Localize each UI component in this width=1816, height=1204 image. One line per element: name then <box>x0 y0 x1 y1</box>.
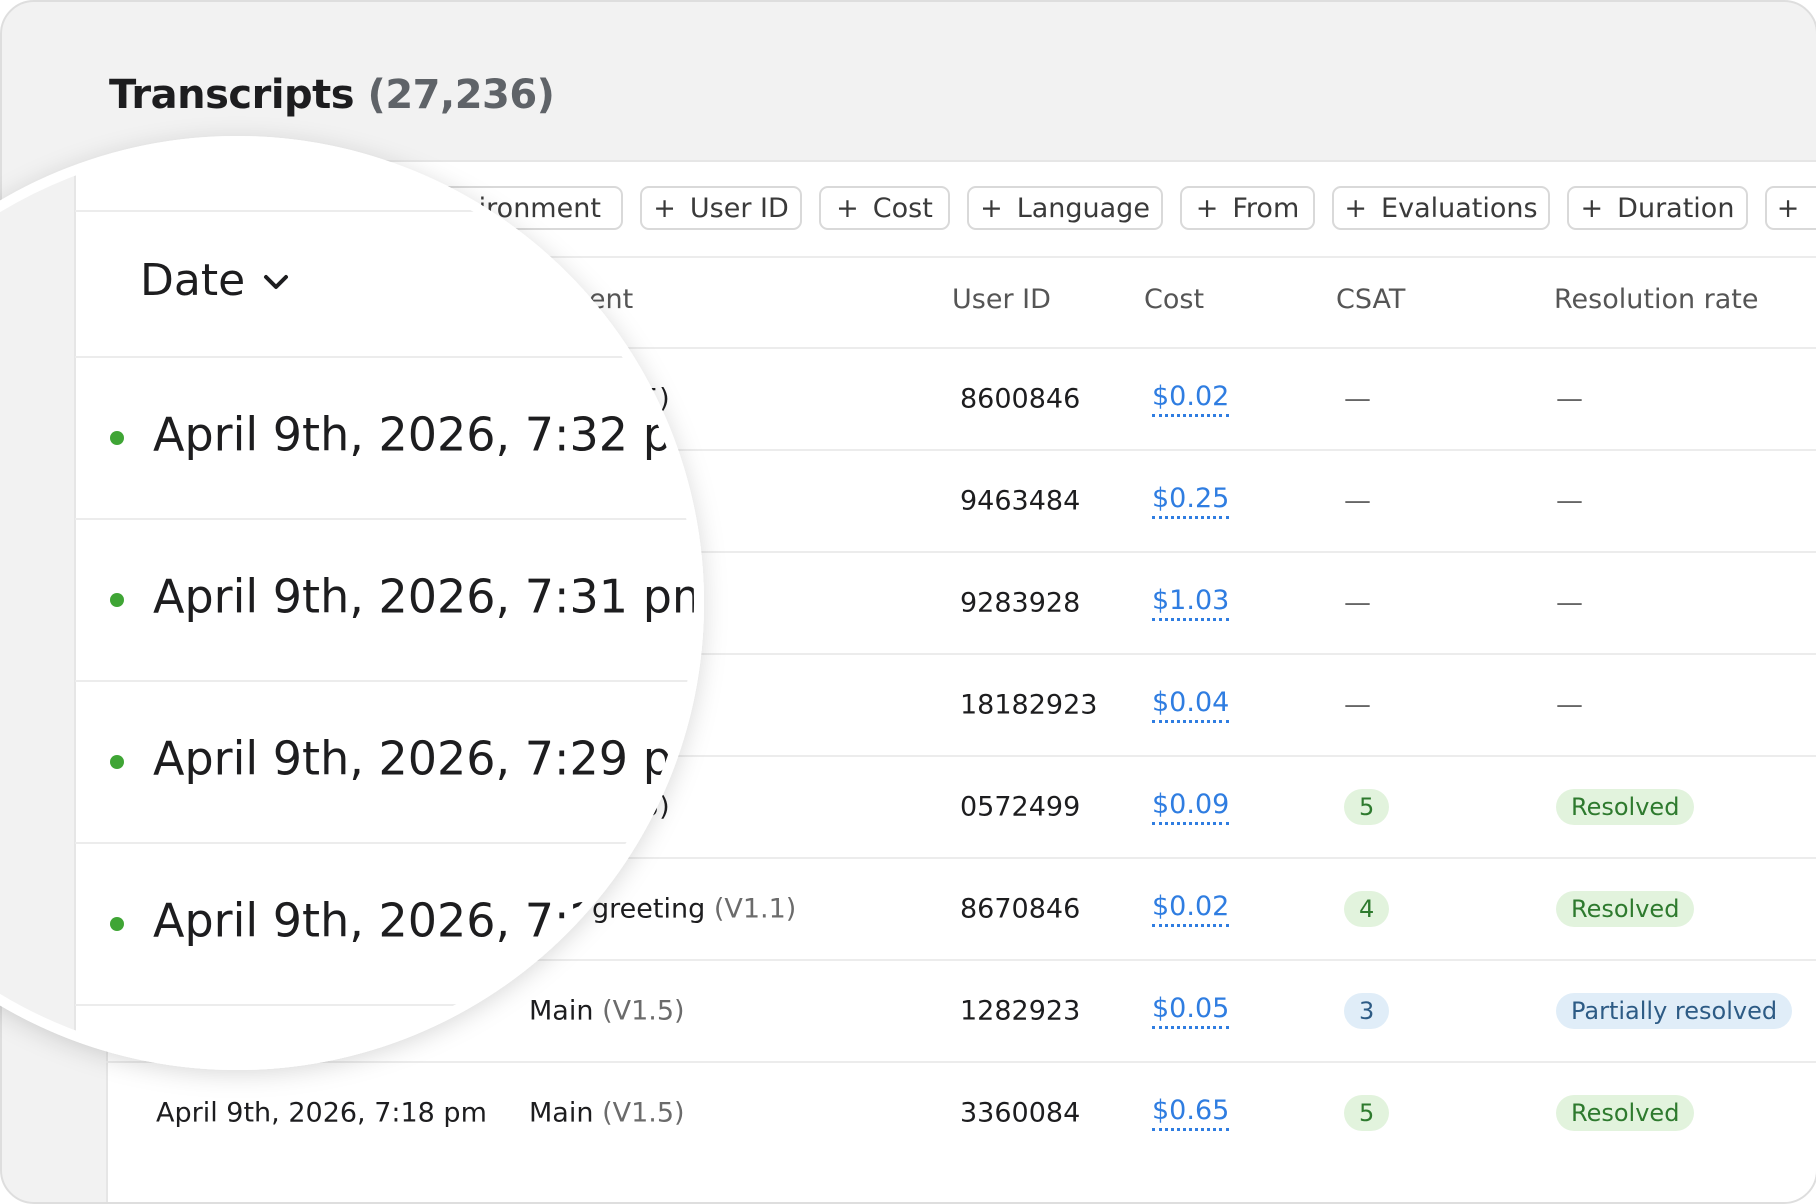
filter-button[interactable]: + User ID <box>640 186 802 230</box>
filter-button[interactable]: + From <box>1180 186 1315 230</box>
lens-content: Date April 9th, 2026, 7:32 pm April 9th, … <box>0 143 717 1063</box>
csat-badge: 5 <box>1344 1095 1390 1131</box>
cost[interactable]: $0.04 <box>1152 687 1230 723</box>
plus-icon: + <box>836 192 859 224</box>
csat-badge: 3 <box>1344 993 1390 1029</box>
cost[interactable]: $0.02 <box>1152 381 1230 417</box>
filter-label: User ID <box>689 192 789 224</box>
environment: Main (V1.5) <box>529 996 685 1027</box>
env-version: (V1.1) <box>713 893 797 925</box>
cost[interactable]: $0.09 <box>1152 789 1230 825</box>
csat: — <box>1344 485 1371 517</box>
row-divider <box>106 1061 1816 1063</box>
plus-icon: + <box>1580 192 1604 224</box>
status-dot <box>110 755 124 769</box>
lens-date: April 9th, 2026, 7:32 pm <box>153 408 717 462</box>
env-name: greeting <box>592 893 706 925</box>
lens-date-header: Date <box>140 255 245 306</box>
plus-icon: + <box>980 192 1003 224</box>
filter-button[interactable]: + Language <box>967 186 1163 230</box>
row-divider <box>106 449 1816 451</box>
status-dot <box>110 593 124 607</box>
magnifier: Date April 9th, 2026, 7:32 pm April 9th, … <box>0 136 717 1070</box>
resolution-badge: Partially resolved <box>1556 993 1793 1029</box>
cost[interactable]: $0.25 <box>1152 483 1230 519</box>
transcript-count: (27,236) <box>367 72 555 118</box>
row-divider <box>106 755 1816 757</box>
env-version: (V1.5) <box>602 995 685 1027</box>
resolution-badge: Resolved <box>1556 891 1695 927</box>
filter-label: From <box>1232 192 1300 224</box>
resolution: — <box>1556 383 1583 415</box>
date: April 9th, 2026, 7:18 pm <box>156 1097 487 1129</box>
filter-label: Cost <box>872 192 933 224</box>
environment: greeting (V1.1) <box>592 894 796 925</box>
cost[interactable]: $1.03 <box>1152 585 1230 621</box>
resolution: — <box>1556 689 1583 721</box>
column-header: CSAT <box>1336 284 1406 315</box>
cost[interactable]: $0.05 <box>1152 993 1230 1029</box>
lens-border <box>0 136 704 1070</box>
env-version: (V1.5) <box>602 1097 685 1129</box>
filter-button[interactable]: + Duration <box>1567 186 1748 230</box>
cost[interactable]: $0.65 <box>1152 1095 1230 1131</box>
title-text: Transcripts <box>109 72 355 118</box>
csat-badge: 4 <box>1344 891 1390 927</box>
user-id: 8670846 <box>960 893 1081 925</box>
filter-button[interactable]: + Evaluations <box>1332 186 1550 230</box>
user-id: 18182923 <box>960 689 1098 721</box>
csat: — <box>1344 587 1371 619</box>
csat: — <box>1344 689 1371 721</box>
csat: — <box>1344 383 1371 415</box>
row-divider <box>106 653 1816 655</box>
env-name: Main <box>529 995 594 1027</box>
user-id: 9283928 <box>960 587 1081 619</box>
filter-label: Language <box>1016 192 1150 224</box>
lens-date: April 9th, 2026, 7:29 pm <box>153 894 717 948</box>
env-name: Main <box>529 1097 594 1129</box>
resolution: — <box>1556 587 1583 619</box>
row-divider <box>106 551 1816 553</box>
status-dot <box>110 431 124 445</box>
status-dot <box>110 917 124 931</box>
sort-chevron <box>264 275 288 289</box>
plus-icon: + <box>653 192 676 224</box>
user-id: 0572499 <box>960 791 1081 823</box>
resolution: — <box>1556 485 1583 517</box>
filter-button[interactable]: + <box>1765 186 1816 230</box>
filter-label: Evaluations <box>1381 192 1538 224</box>
user-id: 9463484 <box>960 485 1081 517</box>
row-divider <box>106 959 1816 961</box>
divider <box>106 256 1816 258</box>
user-id: 3360084 <box>960 1097 1081 1129</box>
page-title: Transcripts (27,236) <box>109 72 555 118</box>
user-id: 1282923 <box>960 995 1081 1027</box>
user-id: 8600846 <box>960 383 1081 415</box>
column-header: User ID <box>952 284 1051 315</box>
divider <box>106 347 1816 349</box>
lens-date: April 9th, 2026, 7:29 pm <box>153 732 717 786</box>
plus-icon: + <box>1344 192 1368 224</box>
cost[interactable]: $0.02 <box>1152 891 1230 927</box>
plus-icon: + <box>1776 192 1800 224</box>
lens-date: April 9th, 2026, 7:31 pm <box>153 570 717 624</box>
resolution-badge: Resolved <box>1556 789 1695 825</box>
csat-badge: 5 <box>1344 789 1390 825</box>
filter-label: Duration <box>1617 192 1735 224</box>
column-header: Cost <box>1144 284 1205 315</box>
plus-icon: + <box>1195 192 1219 224</box>
column-header: Resolution rate <box>1554 284 1759 315</box>
resolution-badge: Resolved <box>1556 1095 1695 1131</box>
environment: Main (V1.5) <box>529 1098 685 1129</box>
filter-button[interactable]: + Cost <box>819 186 950 230</box>
row-divider <box>106 857 1816 859</box>
